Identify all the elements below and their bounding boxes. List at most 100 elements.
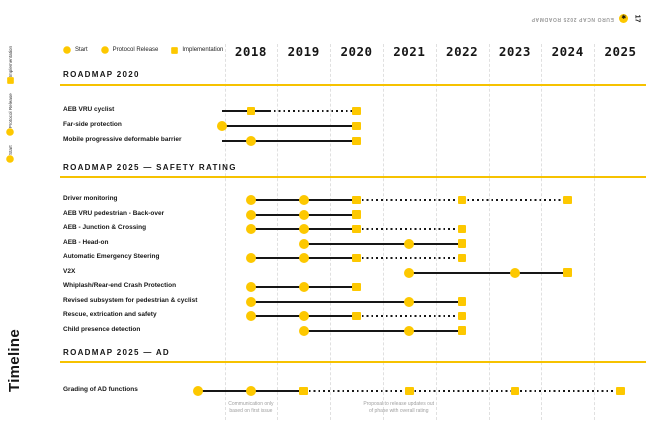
- marker-protocol: [245, 386, 256, 396]
- marker-protocol: [298, 224, 309, 234]
- start-icon: [63, 46, 71, 54]
- year-label-2024: 2024: [551, 44, 584, 59]
- marker-start: [245, 311, 256, 321]
- marker-implementation: [457, 239, 467, 248]
- footnote: Proposal to release updates out of phase …: [363, 401, 434, 415]
- marker-implementation: [457, 253, 467, 263]
- timeline-vertical-title: Timeline: [6, 329, 23, 392]
- marker-start: [245, 195, 256, 205]
- marker-implementation: [352, 210, 361, 219]
- footnote-line: Proposal to release updates out: [363, 401, 435, 407]
- timeline-segment-solid: [303, 329, 463, 332]
- grid-line: [488, 44, 490, 420]
- timeline-segment-solid: [303, 242, 463, 245]
- marker-implementation: [352, 106, 361, 116]
- marker-protocol: [404, 325, 415, 336]
- legend-item-protocol-release: Protocol Release: [100, 46, 158, 54]
- marker-implementation: [457, 297, 467, 306]
- marker-start: [245, 282, 256, 292]
- section-rule: [60, 176, 646, 178]
- timeline-segment-dotted: [356, 315, 463, 317]
- footnote-line: based on first issue: [229, 407, 273, 414]
- row-label: Whiplash/Rear-end Crash Protection: [63, 282, 177, 290]
- year-label-2025: 2025: [604, 44, 637, 59]
- marker-implementation: [616, 386, 625, 396]
- legend-item-label: Start: [75, 47, 88, 53]
- section-title: ROADMAP 2025 — SAFETY RATING: [63, 163, 237, 172]
- implementation-icon: [6, 77, 14, 85]
- row-label: Driver monitoring: [63, 195, 118, 203]
- marker-start: [298, 325, 309, 336]
- marker-protocol: [298, 195, 309, 205]
- section-rule: [60, 84, 646, 86]
- marker-protocol: [298, 311, 309, 321]
- implementation-icon: [171, 46, 179, 54]
- marker-implementation: [246, 106, 256, 116]
- timeline-segment-dotted: [303, 390, 621, 392]
- timeline-segment-solid: [221, 110, 270, 112]
- marker-start: [245, 253, 256, 263]
- timeline-segment-solid: [221, 140, 357, 142]
- marker-implementation: [457, 311, 467, 321]
- marker-protocol: [298, 209, 309, 220]
- marker-start: [298, 238, 309, 249]
- legend-item-implementation: Implementation: [6, 46, 14, 85]
- marker-protocol: [298, 253, 309, 263]
- start-icon: [6, 155, 14, 163]
- timeline-segment-dotted: [356, 257, 463, 259]
- marker-protocol: [298, 282, 309, 292]
- marker-start: [245, 224, 256, 234]
- marker-protocol: [509, 267, 520, 278]
- marker-implementation: [563, 268, 572, 277]
- row-label: Child presence detection: [63, 325, 141, 333]
- marker-protocol: [404, 296, 415, 307]
- row-label: AEB - Junction & Crossing: [63, 224, 147, 232]
- row-label: Automatic Emergency Steering: [63, 253, 160, 261]
- row-label: Far-side protection: [63, 121, 122, 129]
- doc-title: EURO NCAP 2025 ROADMAP: [531, 15, 615, 22]
- marker-start: [216, 121, 227, 131]
- marker-start: [404, 267, 415, 278]
- footnote-line: Communication only: [228, 401, 274, 407]
- document-header: EURO NCAP 2025 ROADMAP ✱ 17: [531, 14, 641, 23]
- legend-item-start: Start: [6, 145, 14, 163]
- protocol-release-icon: [100, 46, 109, 54]
- section-title: ROADMAP 2025 — AD: [63, 348, 171, 357]
- side-legend: Start Protocol Release Implementation: [6, 46, 14, 163]
- grid-line: [277, 44, 279, 420]
- year-label-2018: 2018: [234, 44, 267, 59]
- timeline-segment-dotted: [356, 228, 463, 230]
- row-label: Mobile progressive deformable barrier: [63, 136, 182, 144]
- marker-implementation: [563, 195, 572, 205]
- footnote: Communication only based on first issue: [228, 401, 273, 415]
- marker-implementation: [352, 136, 361, 146]
- legend-item-start: Start: [63, 46, 88, 54]
- marker-implementation: [352, 224, 361, 234]
- marker-protocol: [404, 238, 415, 249]
- timeline-segment-solid: [250, 300, 463, 303]
- timeline-segment-solid: [221, 125, 357, 127]
- marker-start: [245, 209, 256, 220]
- grid-line: [382, 44, 384, 420]
- marker-start: [245, 296, 256, 307]
- row-label: AEB VRU cyclist: [63, 106, 115, 114]
- marker-protocol: [245, 136, 256, 146]
- legend-item-implementation: Implementation: [171, 46, 223, 54]
- row-label: V2X: [63, 267, 76, 275]
- row-label: AEB VRU pedestrian - Back-over: [63, 209, 165, 217]
- marker-implementation: [457, 326, 467, 335]
- marker-implementation: [352, 195, 361, 205]
- legend-item-protocol-release: Protocol Release: [6, 93, 14, 137]
- marker-start: [193, 386, 204, 396]
- marker-implementation: [457, 195, 467, 205]
- year-label-2021: 2021: [393, 44, 426, 59]
- timeline-segment-solid: [409, 271, 568, 274]
- year-label-2023: 2023: [498, 44, 531, 59]
- marker-implementation: [352, 282, 361, 292]
- year-label-2022: 2022: [446, 44, 479, 59]
- marker-implementation: [405, 386, 414, 396]
- row-label: Rescue, extrication and safety: [63, 311, 157, 319]
- year-label-2019: 2019: [287, 44, 320, 59]
- section-title: ROADMAP 2020: [63, 70, 140, 79]
